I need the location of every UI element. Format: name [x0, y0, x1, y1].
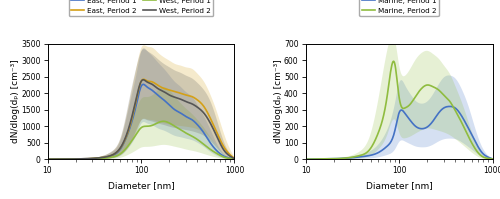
X-axis label: Diameter [nm]: Diameter [nm] — [366, 181, 432, 190]
Y-axis label: dN/dlog(dₚ) [cm⁻³]: dN/dlog(dₚ) [cm⁻³] — [274, 60, 282, 143]
Legend: East, Period 1, East, Period 2, West, Period 1, West, Period 2: East, Period 1, East, Period 2, West, Pe… — [69, 0, 213, 16]
X-axis label: Diameter [nm]: Diameter [nm] — [108, 181, 174, 190]
Y-axis label: dN/dlog(dₚ) [cm⁻³]: dN/dlog(dₚ) [cm⁻³] — [10, 60, 20, 143]
Legend: Marine, Period 1, Marine, Period 2: Marine, Period 1, Marine, Period 2 — [359, 0, 439, 16]
